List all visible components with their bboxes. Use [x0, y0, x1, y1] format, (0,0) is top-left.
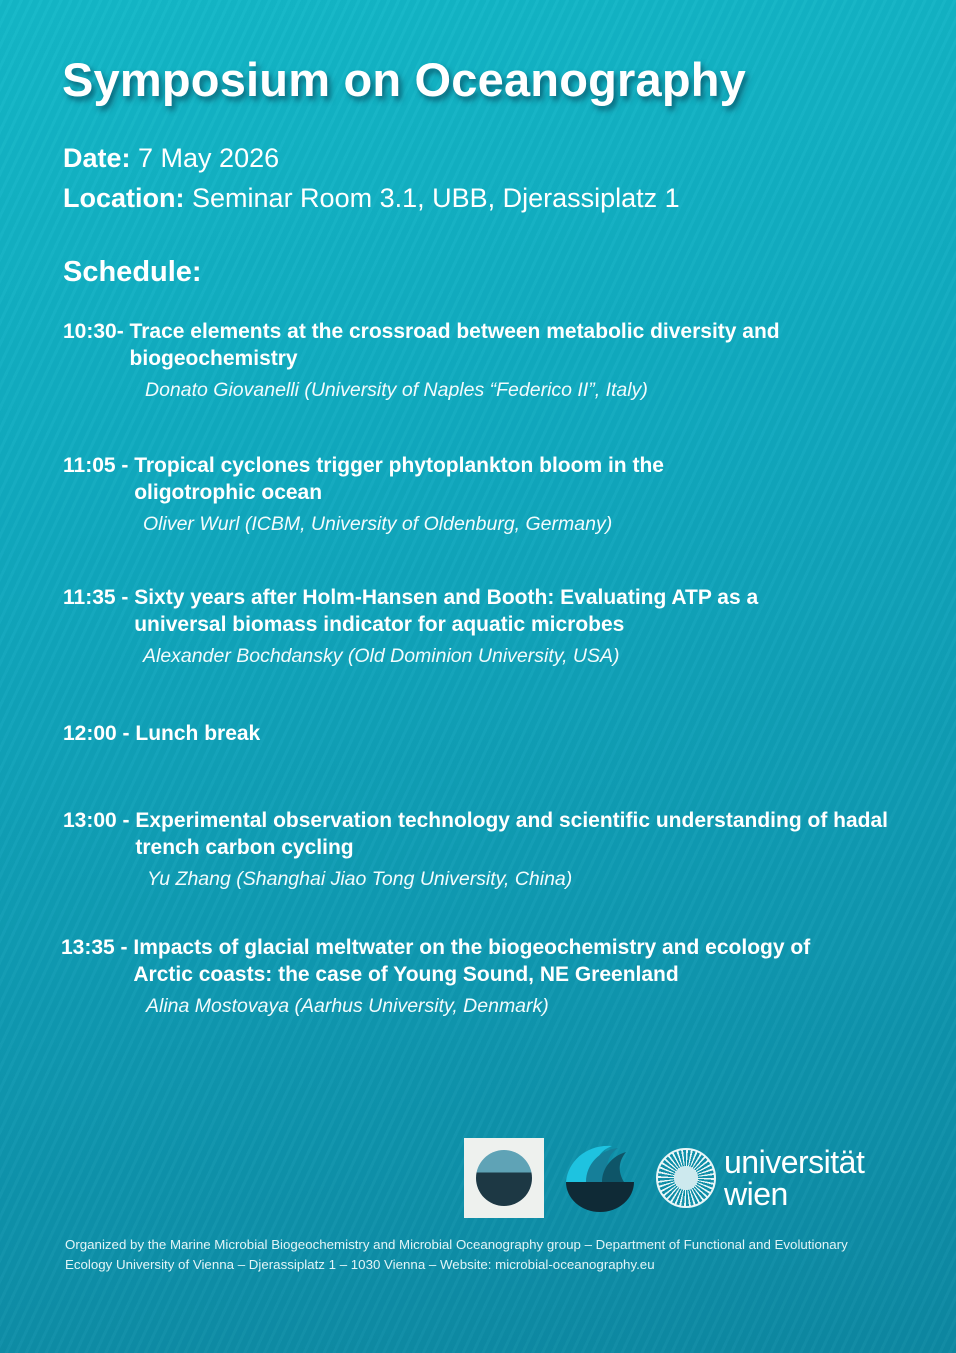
item-speaker: Oliver Wurl (ICBM, University of Oldenbu…	[143, 513, 613, 535]
schedule-item: 13:00 - Experimental observation technol…	[63, 807, 903, 934]
event-date: Date: 7 May 2026	[63, 142, 279, 174]
item-time: 12:00 -	[63, 722, 136, 745]
microbial-oceanography-wave-logo	[566, 1145, 634, 1212]
location-label: Location:	[63, 183, 185, 213]
item-time: 10:30-	[63, 320, 130, 343]
date-value: 7 May 2026	[138, 143, 280, 173]
university-of-vienna-logo: universität wien	[656, 1144, 865, 1212]
item-time: 13:00 -	[63, 809, 136, 832]
schedule-item: 11:35 - Sixty years after Holm-Hansen an…	[63, 584, 903, 720]
item-title: Impacts of glacial meltwater on the biog…	[133, 936, 811, 986]
item-speaker: Donato Giovanelli (University of Naples …	[145, 379, 648, 401]
item-title: Experimental observation technology and …	[135, 809, 889, 859]
schedule-item: 13:35 - Impacts of glacial meltwater on …	[61, 934, 903, 1018]
item-time: 11:35 -	[63, 586, 135, 609]
item-speaker: Alexander Bochdansky (Old Dominion Unive…	[143, 645, 620, 667]
page-title: Symposium on Oceanography	[62, 53, 747, 106]
event-location: Location: Seminar Room 3.1, UBB, Djerass…	[63, 182, 680, 214]
date-label: Date:	[63, 143, 131, 173]
item-title: Lunch break	[135, 722, 261, 745]
university-seal-icon	[656, 1148, 716, 1208]
logo-bar: universität wien	[464, 1138, 865, 1218]
item-title: Tropical cyclones trigger phytoplankton …	[134, 454, 664, 504]
schedule-item-lunch: 12:00 - Lunch break	[63, 720, 903, 807]
schedule-list: 10:30- Trace elements at the crossroad b…	[61, 318, 903, 1018]
item-title: Sixty years after Holm-Hansen and Booth:…	[134, 586, 759, 636]
item-time: 13:35 -	[61, 936, 134, 959]
schedule-heading: Schedule:	[63, 256, 202, 288]
footer-organizer-note: Organized by the Marine Microbial Biogeo…	[65, 1237, 848, 1272]
marine-microbial-biogeochemistry-logo	[464, 1138, 544, 1218]
schedule-item: 10:30- Trace elements at the crossroad b…	[63, 318, 903, 452]
location-value: Seminar Room 3.1, UBB, Djerassiplatz 1	[192, 183, 680, 213]
logo-text-line: universität	[724, 1144, 865, 1180]
item-title: Trace elements at the crossroad between …	[129, 320, 780, 370]
item-speaker: Alina Mostovaya (Aarhus University, Denm…	[146, 995, 549, 1017]
logo-text-line: wien	[724, 1176, 788, 1212]
item-speaker: Yu Zhang (Shanghai Jiao Tong University,…	[147, 868, 573, 890]
item-time: 11:05 -	[63, 454, 135, 477]
schedule-item: 11:05 - Tropical cyclones trigger phytop…	[63, 452, 903, 584]
